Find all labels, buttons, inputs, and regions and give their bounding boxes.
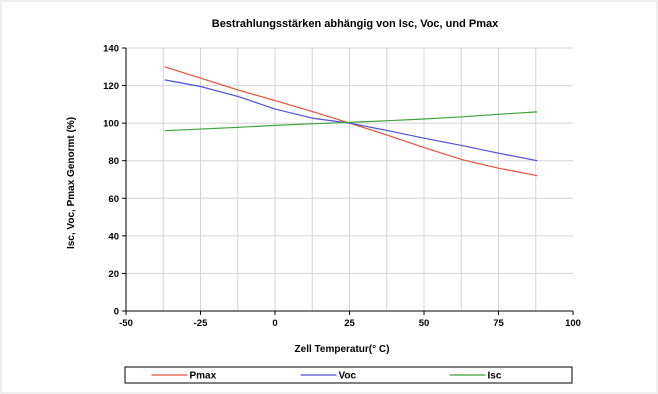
y-tick-label: 80 <box>108 156 119 167</box>
x-tick-label: 100 <box>565 318 581 329</box>
x-tick-label: -50 <box>119 318 133 329</box>
y-axis-label: Isc, Voc, Pmax Genormt (%) <box>66 117 77 249</box>
chart-title: Bestrahlungsstärken abhängig von Isc, Vo… <box>212 18 499 30</box>
legend-label-voc: Voc <box>339 371 357 382</box>
axes <box>122 47 574 315</box>
legend: Pmax Voc Isc <box>124 366 573 384</box>
x-tick-label: 0 <box>272 318 277 329</box>
series-line-pmax <box>164 66 538 177</box>
y-tick-label: 120 <box>103 81 119 92</box>
x-tick-label: 75 <box>493 318 504 329</box>
x-tick-label: 25 <box>344 318 355 329</box>
series-line-isc <box>164 111 538 132</box>
y-tick-label: 0 <box>114 307 119 318</box>
y-tick-label: 140 <box>103 44 119 55</box>
series-line-voc <box>164 79 538 162</box>
legend-box <box>124 366 573 384</box>
y-tick-label: 20 <box>108 269 119 280</box>
y-tick-label: 40 <box>108 231 119 242</box>
tick-labels: -50 -25 0 25 50 75 100 0 20 40 60 80 100 120 140 <box>103 44 581 330</box>
series-lines <box>164 66 538 177</box>
legend-label-pmax: Pmax <box>190 371 217 382</box>
y-tick-label: 60 <box>108 194 119 205</box>
x-axis-label: Zell Temperatur(° C) <box>295 344 390 355</box>
x-tick-label: -25 <box>194 318 208 329</box>
y-tick-label: 100 <box>103 119 119 130</box>
legend-label-isc: Isc <box>488 371 502 382</box>
grid-lines <box>126 47 573 311</box>
x-tick-label: 50 <box>419 318 430 329</box>
